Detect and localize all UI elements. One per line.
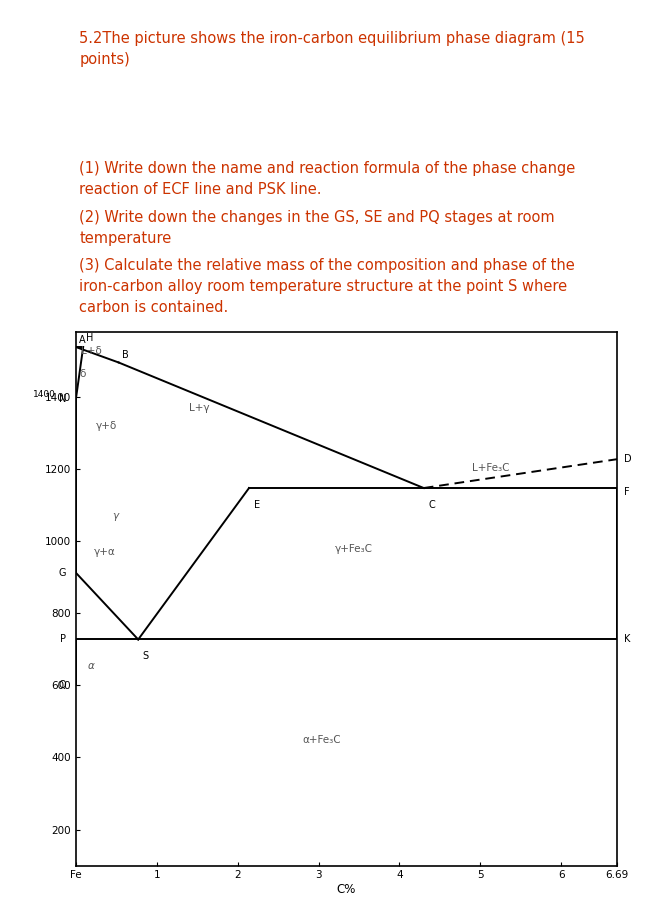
Text: γ+δ: γ+δ	[96, 422, 117, 431]
Text: γ+α: γ+α	[94, 547, 115, 557]
Text: N: N	[59, 394, 66, 404]
Text: 1400: 1400	[33, 390, 55, 399]
Text: (2) Write down the changes in the GS, SE and PQ stages at room: (2) Write down the changes in the GS, SE…	[79, 210, 555, 225]
Text: E: E	[254, 500, 260, 509]
Text: P: P	[60, 634, 66, 645]
Text: S: S	[143, 651, 148, 661]
Text: α: α	[88, 661, 95, 671]
Text: iron-carbon alloy room temperature structure at the point S where: iron-carbon alloy room temperature struc…	[79, 279, 568, 294]
Text: A: A	[79, 335, 86, 345]
Text: L+Fe₃C: L+Fe₃C	[473, 463, 510, 473]
Text: δ: δ	[79, 369, 86, 379]
Text: L+δ: L+δ	[81, 345, 102, 355]
Text: C: C	[428, 500, 436, 509]
Text: (3) Calculate the relative mass of the composition and phase of the: (3) Calculate the relative mass of the c…	[79, 258, 575, 274]
Text: γ: γ	[112, 511, 118, 521]
Text: B: B	[122, 350, 129, 361]
Text: carbon is contained.: carbon is contained.	[79, 300, 228, 315]
Text: α+Fe₃C: α+Fe₃C	[302, 735, 341, 745]
Text: L+γ: L+γ	[189, 404, 210, 414]
Text: G: G	[59, 568, 66, 578]
Text: F: F	[624, 487, 629, 497]
Text: (1) Write down the name and reaction formula of the phase change: (1) Write down the name and reaction for…	[79, 161, 576, 177]
Text: D: D	[624, 454, 631, 464]
Text: points): points)	[79, 52, 130, 67]
Text: Q: Q	[59, 680, 66, 691]
Text: H: H	[86, 333, 93, 343]
Text: temperature: temperature	[79, 231, 172, 246]
Text: 5.2The picture shows the iron-carbon equilibrium phase diagram (15: 5.2The picture shows the iron-carbon equ…	[79, 31, 585, 47]
Text: reaction of ECF line and PSK line.: reaction of ECF line and PSK line.	[79, 182, 321, 197]
Text: γ+Fe₃C: γ+Fe₃C	[335, 544, 373, 553]
X-axis label: C%: C%	[337, 884, 356, 896]
Text: K: K	[624, 634, 630, 645]
